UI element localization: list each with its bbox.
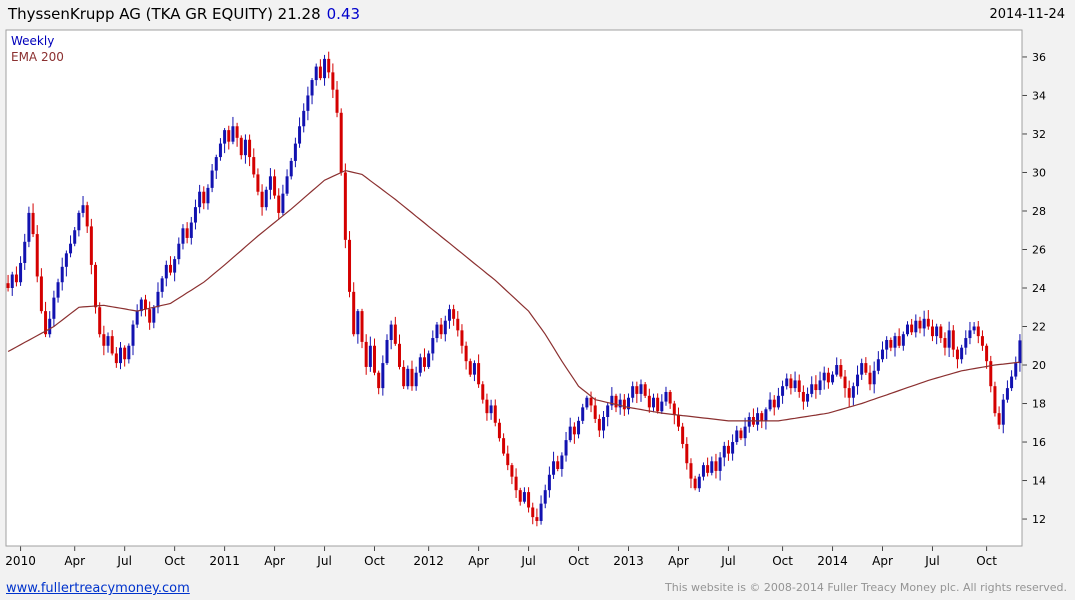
- svg-text:Oct: Oct: [976, 554, 997, 568]
- chart-date: 2014-11-24: [989, 7, 1065, 22]
- svg-text:Apr: Apr: [872, 554, 893, 568]
- svg-text:2010: 2010: [5, 554, 36, 568]
- legend-timeframe-weekly: Weekly: [11, 34, 55, 48]
- svg-text:Oct: Oct: [164, 554, 185, 568]
- svg-text:16: 16: [1032, 436, 1046, 449]
- svg-text:Jul: Jul: [316, 554, 331, 568]
- footer: www.fullertreacymoney.com This website i…: [0, 576, 1075, 596]
- svg-text:2014: 2014: [817, 554, 848, 568]
- page-title: ThyssenKrupp AG (TKA GR EQUITY) 21.28 0.4…: [8, 5, 360, 23]
- svg-text:20: 20: [1032, 359, 1046, 372]
- svg-text:32: 32: [1032, 128, 1046, 141]
- price-change: 0.43: [326, 5, 361, 23]
- svg-text:2013: 2013: [613, 554, 644, 568]
- site-link[interactable]: www.fullertreacymoney.com: [6, 581, 190, 596]
- price-chart-canvas: 12 14 16 18 20 22 24 26 28 30 32 34 36 2010 Apr Jul Oct 2…: [5, 29, 1046, 568]
- svg-text:Jul: Jul: [116, 554, 131, 568]
- svg-text:Apr: Apr: [64, 554, 85, 568]
- svg-text:Jul: Jul: [720, 554, 735, 568]
- titlebar: ThyssenKrupp AG (TKA GR EQUITY) 21.28 0.4…: [0, 0, 1075, 28]
- svg-text:Jul: Jul: [520, 554, 535, 568]
- svg-text:30: 30: [1032, 166, 1046, 179]
- svg-text:Oct: Oct: [772, 554, 793, 568]
- svg-text:12: 12: [1032, 513, 1046, 526]
- svg-text:Apr: Apr: [668, 554, 689, 568]
- chart-title: ThyssenKrupp AG (TKA GR EQUITY) 21.28: [8, 5, 321, 23]
- svg-text:2012: 2012: [413, 554, 444, 568]
- svg-text:22: 22: [1032, 321, 1046, 334]
- svg-text:Apr: Apr: [468, 554, 489, 568]
- svg-text:26: 26: [1032, 243, 1046, 256]
- svg-text:28: 28: [1032, 205, 1046, 218]
- svg-text:24: 24: [1032, 282, 1046, 295]
- copyright-text: This website is © 2008-2014 Fuller Treac…: [665, 581, 1067, 594]
- svg-text:34: 34: [1032, 89, 1046, 102]
- svg-text:18: 18: [1032, 398, 1046, 411]
- svg-text:2011: 2011: [209, 554, 240, 568]
- legend-ema-200: EMA 200: [11, 50, 64, 64]
- svg-text:14: 14: [1032, 475, 1046, 488]
- svg-text:Apr: Apr: [264, 554, 285, 568]
- svg-text:Jul: Jul: [924, 554, 939, 568]
- svg-text:36: 36: [1032, 51, 1046, 64]
- svg-text:Oct: Oct: [364, 554, 385, 568]
- chart-legend: Weekly EMA 200: [11, 33, 64, 65]
- svg-text:Oct: Oct: [568, 554, 589, 568]
